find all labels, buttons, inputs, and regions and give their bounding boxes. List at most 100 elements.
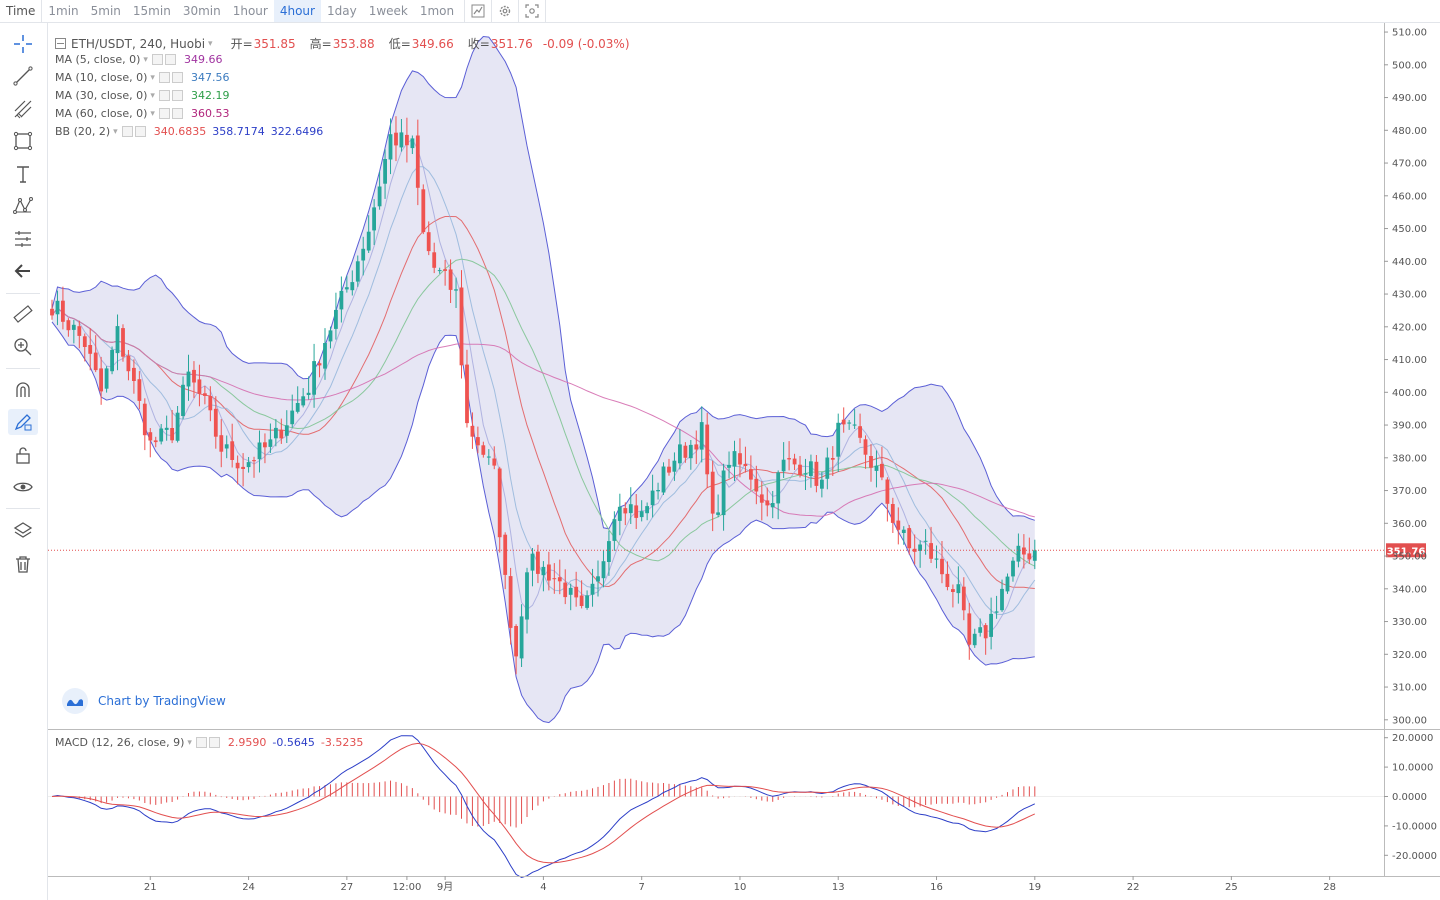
- candle: [656, 482, 660, 500]
- chart-type-icon[interactable]: [464, 0, 491, 22]
- candle: [394, 116, 398, 162]
- candle: [579, 580, 584, 609]
- indicator-legend-4: BB (20, 2) ▾ 340.6835 358.7174 322.6496: [55, 125, 323, 138]
- back-arrow-icon[interactable]: [8, 258, 38, 284]
- macd-signal-line: [51, 742, 1036, 864]
- indicator-legend-1: MA (10, close, 0) ▾ 347.56: [55, 71, 229, 84]
- chevron-down-icon[interactable]: ▾: [150, 108, 155, 119]
- interval-1hour[interactable]: 1hour: [232, 4, 268, 18]
- settings-icon[interactable]: [121, 126, 133, 137]
- chevron-down-icon[interactable]: ▾: [208, 38, 213, 49]
- candle: [896, 507, 901, 545]
- candle: [181, 376, 185, 420]
- close-icon[interactable]: [171, 108, 183, 119]
- candle: [121, 324, 125, 362]
- interval-1day[interactable]: 1day: [326, 4, 357, 18]
- ruler-icon[interactable]: [8, 301, 38, 327]
- tradingview-watermark[interactable]: Chart by TradingView: [62, 688, 226, 714]
- candle: [295, 386, 300, 414]
- interval-15min[interactable]: 15min: [132, 4, 171, 18]
- settings-icon[interactable]: [151, 54, 163, 65]
- indicator-name[interactable]: MA (10, close, 0): [55, 71, 148, 84]
- candle: [110, 346, 114, 375]
- candle: [590, 568, 595, 607]
- trend-line-icon[interactable]: [8, 63, 38, 89]
- crosshair-icon[interactable]: [8, 31, 38, 57]
- candle: [568, 583, 573, 611]
- indicator-name[interactable]: MA (30, close, 0): [55, 89, 148, 102]
- last-price-badge: [1386, 543, 1426, 558]
- settings-icon[interactable]: [158, 90, 170, 101]
- chevron-down-icon[interactable]: ▾: [113, 126, 118, 137]
- candle: [132, 359, 136, 394]
- pitchfork-icon[interactable]: [8, 96, 38, 122]
- candle: [470, 412, 475, 449]
- candle: [405, 117, 409, 163]
- stay-drawing-icon[interactable]: [8, 409, 38, 435]
- indicator-name[interactable]: MA (5, close, 0): [55, 53, 141, 66]
- close-icon[interactable]: [208, 737, 220, 748]
- chevron-down-icon[interactable]: ▾: [150, 90, 155, 101]
- pattern-icon[interactable]: [8, 193, 38, 219]
- candle: [694, 430, 699, 464]
- interval-4hour[interactable]: 4hour: [273, 0, 321, 22]
- interval-30min[interactable]: 30min: [182, 4, 221, 18]
- candle: [880, 446, 884, 481]
- screenshot-icon[interactable]: [518, 0, 547, 22]
- candle: [454, 277, 458, 308]
- settings-icon[interactable]: [158, 72, 170, 83]
- close-icon[interactable]: [171, 90, 183, 101]
- indicator-name[interactable]: MACD (12, 26, close, 9): [55, 736, 185, 749]
- price-tick-label: 510.00: [1392, 28, 1427, 39]
- candle: [825, 447, 830, 490]
- settings-gear-icon[interactable]: [491, 0, 518, 22]
- magnet-icon[interactable]: [8, 377, 38, 403]
- last-price-line: 351.76: [48, 543, 1426, 558]
- indicator-name[interactable]: BB (20, 2): [55, 125, 111, 138]
- candle: [809, 454, 813, 488]
- candle: [383, 149, 387, 199]
- candle: [601, 550, 606, 588]
- rectangle-icon[interactable]: [8, 128, 38, 154]
- candle: [607, 530, 611, 576]
- interval-1week[interactable]: 1week: [368, 4, 408, 18]
- layers-icon[interactable]: [8, 518, 38, 544]
- interval-1min[interactable]: 1min: [48, 4, 79, 18]
- interval-1mon[interactable]: 1mon: [419, 4, 455, 18]
- close-icon[interactable]: [171, 72, 183, 83]
- trash-icon[interactable]: [8, 551, 38, 577]
- text-icon[interactable]: [8, 161, 38, 187]
- time-tick-label: 12:00: [392, 882, 421, 893]
- lock-icon[interactable]: [8, 442, 38, 468]
- close-label: 收=: [467, 37, 490, 51]
- price-tick-label: 470.00: [1392, 159, 1427, 170]
- candle: [623, 502, 628, 526]
- symbol-name[interactable]: ETH/USDT, 240, Huobi: [71, 36, 206, 51]
- interval-5min[interactable]: 5min: [90, 4, 121, 18]
- price-tick-label: 480.00: [1392, 126, 1427, 137]
- candle: [290, 394, 295, 428]
- eye-icon[interactable]: [8, 474, 38, 500]
- chevron-down-icon[interactable]: ▾: [150, 72, 155, 83]
- zoom-in-icon[interactable]: [8, 334, 38, 360]
- candle: [934, 545, 939, 569]
- candle: [688, 440, 693, 470]
- price-tick-label: 410.00: [1392, 355, 1427, 366]
- candle: [978, 618, 983, 637]
- settings-icon[interactable]: [195, 737, 207, 748]
- chevron-down-icon[interactable]: ▾: [187, 737, 192, 748]
- candle: [869, 444, 873, 482]
- settings-icon[interactable]: [158, 108, 170, 119]
- close-icon[interactable]: [134, 126, 146, 137]
- prediction-icon[interactable]: [8, 226, 38, 252]
- time-button[interactable]: Time: [0, 0, 43, 22]
- high-label: 高=: [309, 37, 332, 51]
- close-icon[interactable]: [164, 54, 176, 65]
- collapse-icon[interactable]: [55, 38, 66, 49]
- candle: [585, 590, 589, 610]
- price-tick-label: 340.00: [1392, 584, 1427, 595]
- chevron-down-icon[interactable]: ▾: [143, 54, 148, 65]
- indicator-name[interactable]: MA (60, close, 0): [55, 107, 148, 120]
- candle: [372, 199, 376, 245]
